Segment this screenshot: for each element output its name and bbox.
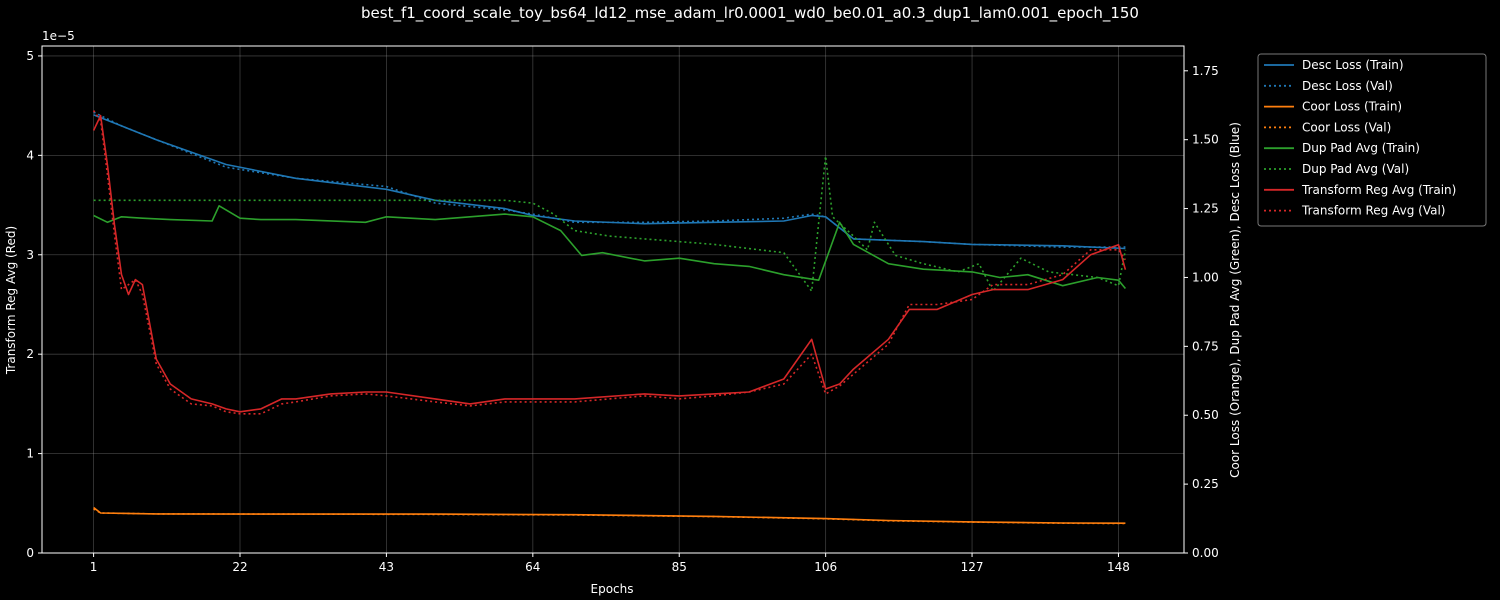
series-line-3: [93, 508, 1126, 525]
legend-label: Transform Reg Avg (Train): [1301, 183, 1456, 197]
legend-label: Transform Reg Avg (Val): [1301, 204, 1445, 218]
x-tick-label: 64: [525, 560, 540, 574]
x-tick-label: 106: [814, 560, 837, 574]
series-line-0: [93, 114, 1126, 250]
x-tick-label: 22: [232, 560, 247, 574]
y-tick-label-right: 1.00: [1192, 270, 1219, 284]
series-line-4: [93, 205, 1127, 290]
y-tick-label-left: 2: [26, 347, 34, 361]
legend-label: Desc Loss (Val): [1302, 79, 1393, 93]
y-tick-label-left: 4: [26, 148, 34, 162]
series-layer: [92, 110, 1127, 525]
y-tick-label-right: 0.75: [1192, 339, 1219, 353]
legend: Desc Loss (Train) Desc Loss (Val) Coor Los…: [1257, 53, 1487, 227]
y-offset-label: 1e−5: [42, 29, 75, 43]
legend-label: Desc Loss (Train): [1302, 58, 1404, 72]
y-tick-label-right: 0.00: [1192, 546, 1219, 560]
legend-box: [1257, 53, 1487, 227]
plot-frame: [41, 45, 1185, 554]
series-line-6: [92, 114, 1127, 413]
y-tick-label-right: 1.75: [1192, 64, 1219, 78]
x-tick-label: 1: [90, 560, 98, 574]
x-tick-label: 85: [672, 560, 687, 574]
chart-title: best_f1_coord_scale_toy_bs64_ld12_mse_ad…: [361, 4, 1139, 23]
y-axis-label-right: Coor Loss (Orange), Dup Pad Avg (Green),…: [1228, 122, 1242, 478]
x-tick-label: 127: [961, 560, 984, 574]
y-tick-label-right: 0.25: [1192, 477, 1219, 491]
x-ticks: 1 22 43 64 85 106 127 148: [90, 553, 1130, 574]
y-tick-label-left: 0: [26, 546, 34, 560]
legend-label: Coor Loss (Val): [1302, 120, 1391, 134]
y-tick-label-left: 1: [26, 447, 34, 461]
legend-label: Coor Loss (Train): [1302, 100, 1402, 114]
y-tick-label-right: 1.50: [1192, 133, 1219, 147]
y-tick-label-right: 0.50: [1192, 408, 1219, 422]
y-tick-label-right: 1.25: [1192, 202, 1219, 216]
x-tick-label: 43: [379, 560, 394, 574]
x-axis-label: Epochs: [591, 582, 634, 596]
series-line-1: [93, 111, 1126, 248]
y-ticks-left: 0 1 2 3 4 5: [26, 49, 42, 560]
y-axis-label-left: Transform Reg Avg (Red): [4, 226, 18, 375]
legend-label: Dup Pad Avg (Train): [1302, 141, 1420, 155]
y-tick-label-left: 5: [26, 49, 34, 63]
legend-label: Dup Pad Avg (Val): [1302, 162, 1409, 176]
x-tick-label: 148: [1107, 560, 1130, 574]
y-ticks-right: 0.00 0.25 0.50 0.75 1.00 1.25 1.50 1.75: [1184, 64, 1219, 560]
y-tick-label-left: 3: [26, 248, 34, 262]
